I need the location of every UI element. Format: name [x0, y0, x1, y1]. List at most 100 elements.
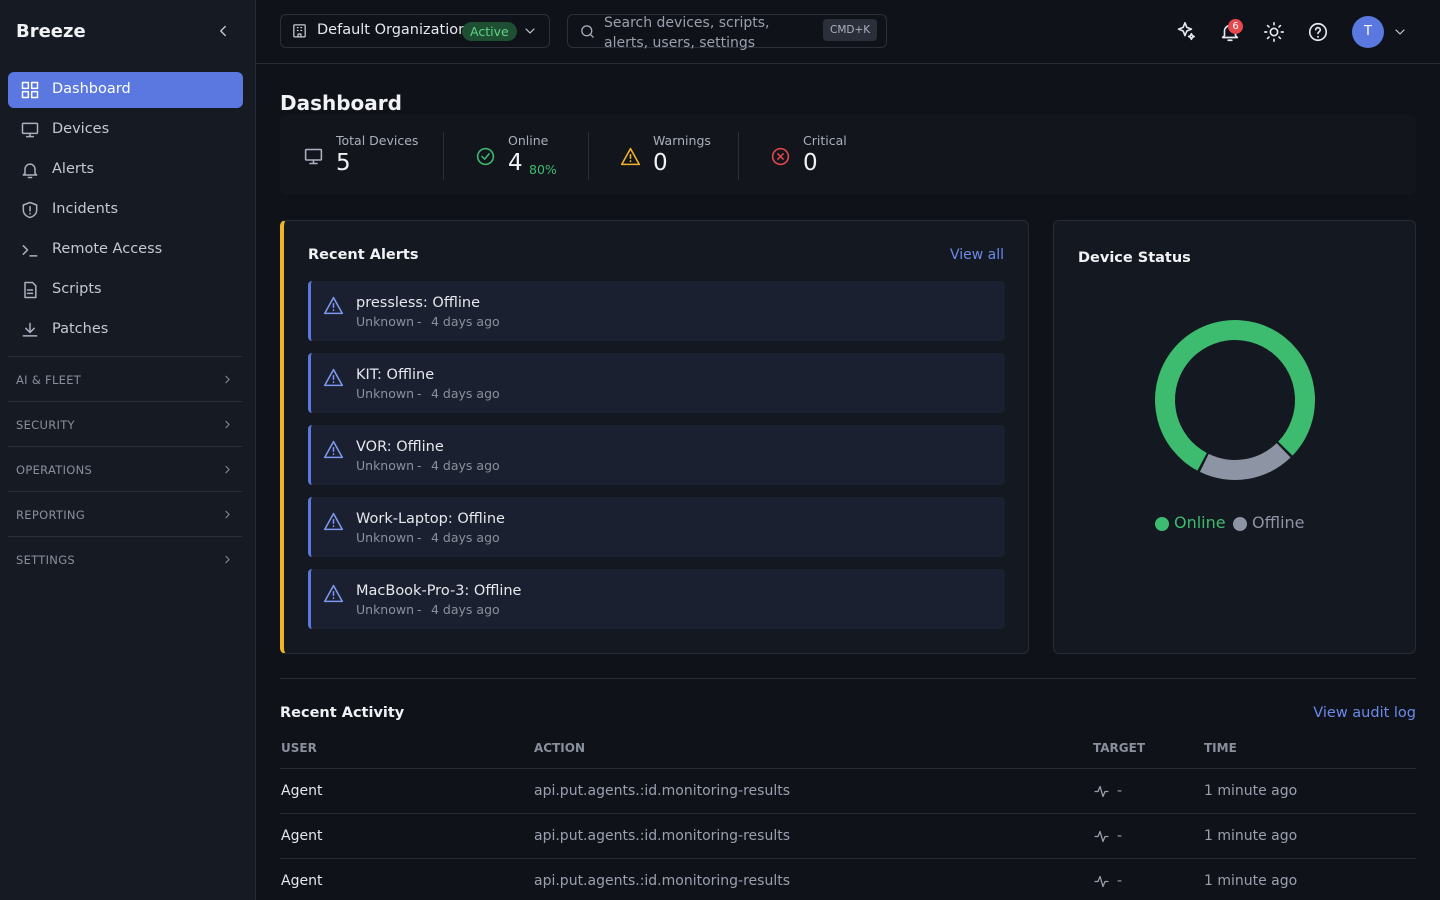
stat-value: 5 [336, 150, 351, 176]
alert-title: pressless: Offline [356, 295, 481, 311]
stat-value: 0 [653, 150, 668, 176]
sidebar [0, 0, 256, 900]
chevron [225, 420, 230, 429]
avatar[interactable]: T [1352, 16, 1384, 48]
alert-icon [323, 584, 344, 603]
chevron [525, 28, 535, 34]
alert-icon [323, 368, 344, 387]
shortcut: CMD+K [823, 19, 878, 41]
cell: Agent [281, 873, 323, 889]
ai-button[interactable] [1174, 20, 1196, 42]
alert-item[interactable] [308, 497, 1005, 557]
search-placeholder: Search devices, scripts, alerts, users, … [604, 15, 770, 51]
section-title: Recent Activity [280, 705, 405, 721]
separator: - [417, 458, 422, 473]
divider [588, 132, 589, 180]
divider [280, 678, 1416, 679]
stat-percent: 80% [529, 162, 557, 177]
nav-item[interactable] [8, 112, 243, 148]
cell: Agent [281, 828, 323, 844]
nav-icon [21, 81, 39, 99]
separator: - [417, 314, 422, 329]
alert-item[interactable] [308, 425, 1005, 485]
divider [738, 132, 739, 180]
nav-label: Incidents [52, 201, 119, 217]
card-title: Recent Alerts [308, 247, 419, 263]
row-divider [280, 813, 1416, 814]
cell: 1 minute ago [1204, 873, 1298, 889]
activity-icon [1094, 785, 1109, 798]
nav-icon [22, 245, 38, 257]
activity-icon [1094, 830, 1109, 843]
cell: 1 minute ago [1204, 828, 1298, 844]
stat-label: Critical [803, 133, 847, 148]
nav-item[interactable] [8, 312, 243, 348]
nav-item[interactable] [8, 272, 243, 308]
alert-icon [323, 512, 344, 531]
divider [8, 491, 242, 492]
nav-label: Devices [52, 121, 110, 137]
alert-source: Unknown [356, 602, 415, 617]
alert-item[interactable] [308, 281, 1005, 341]
legend-dot [1233, 517, 1247, 531]
alert-source: Unknown [356, 530, 415, 545]
alert-time: 4 days ago [431, 314, 500, 329]
divider [443, 132, 444, 180]
brand: Breeze [16, 21, 86, 42]
nav-label: Dashboard [52, 81, 131, 97]
donut-segment [1199, 443, 1291, 480]
donut-segment [1155, 320, 1315, 471]
alert-source: Unknown [356, 458, 415, 473]
alert-item[interactable] [308, 353, 1005, 413]
stat-label: Total Devices [336, 133, 419, 148]
alert-title: KIT: Offline [356, 367, 435, 383]
alert-item[interactable] [308, 569, 1005, 629]
nav-item[interactable] [8, 152, 243, 188]
search-box[interactable] [567, 14, 887, 48]
help-button[interactable] [1307, 21, 1329, 43]
nav-label: Alerts [52, 161, 95, 177]
column-header: TIME [1204, 741, 1237, 755]
theme-button[interactable] [1263, 21, 1285, 43]
audit-log-link[interactable]: View audit log [1313, 705, 1416, 721]
stat-label: Warnings [653, 133, 711, 148]
stat-value: 4 [508, 150, 523, 176]
alert-title: Work-Laptop: Offline [356, 511, 505, 527]
alert-icon [323, 440, 344, 459]
stat-value: 0 [803, 150, 818, 176]
cell: Agent [281, 783, 323, 799]
nav-label: Patches [52, 321, 109, 337]
nav-icon [22, 322, 38, 337]
cell: - [1117, 873, 1123, 889]
column-header: ACTION [534, 741, 585, 755]
org-selector[interactable] [280, 14, 550, 48]
nav-icon [21, 122, 39, 138]
status-badge: Active [462, 22, 517, 41]
status-card [1053, 220, 1416, 654]
legend-label: Online [1174, 513, 1226, 532]
alert-time: 4 days ago [431, 386, 500, 401]
notification-count: 6 [1228, 19, 1243, 34]
section-label: REPORTING [16, 508, 86, 522]
nav-icon [22, 163, 38, 179]
stat-label: Online [508, 133, 549, 148]
section-label: SETTINGS [16, 553, 76, 567]
cell: - [1117, 828, 1123, 844]
divider [8, 536, 242, 537]
cell: api.put.agents.:id.monitoring-results [534, 828, 791, 844]
nav-label: Scripts [52, 281, 102, 297]
view-all-link[interactable]: View all [949, 247, 1004, 263]
alert-title: VOR: Offline [356, 439, 444, 455]
alert-time: 4 days ago [431, 458, 500, 473]
chevron [225, 555, 230, 564]
activity-icon [1094, 875, 1109, 888]
cell: api.put.agents.:id.monitoring-results [534, 783, 791, 799]
stat-icon [304, 148, 323, 165]
topbar [256, 0, 1440, 64]
nav-item[interactable] [8, 72, 243, 108]
divider [8, 446, 242, 447]
chevron [225, 510, 230, 519]
collapse-button[interactable] [214, 22, 232, 40]
chevron [225, 375, 230, 384]
nav-item[interactable] [8, 192, 243, 228]
